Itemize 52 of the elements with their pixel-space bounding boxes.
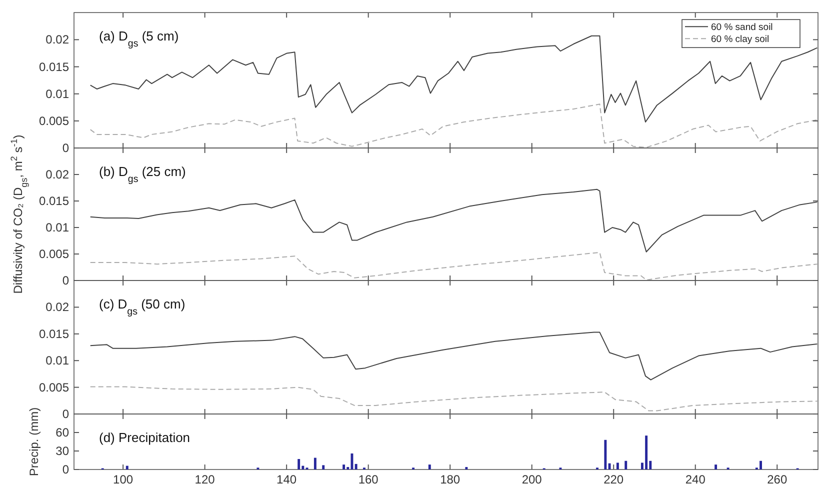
y-tick-label: 0.005 (38, 114, 70, 128)
bar (322, 465, 325, 470)
line-series (90, 104, 818, 148)
line-series (90, 386, 818, 412)
x-tick-label: 120 (194, 472, 216, 486)
y-tick-label: 0.005 (38, 380, 70, 394)
y-tick-label: 0.01 (46, 354, 70, 368)
legend-label: 60 % clay soil (711, 34, 770, 46)
y-tick-label: 0.01 (46, 86, 70, 101)
x-tick-label: 200 (522, 472, 542, 486)
x-tick-label: 100 (113, 472, 134, 486)
y-tick-label: 0 (62, 407, 70, 421)
line-series (90, 188, 818, 252)
bar (624, 460, 628, 470)
bar (604, 440, 607, 470)
x-tick-label: 240 (685, 472, 706, 486)
bar (616, 462, 619, 470)
bar (354, 464, 358, 470)
y-tick-label: 30 (56, 444, 70, 458)
y-tick-label: 60 (56, 426, 70, 440)
y-tick-label: 0 (62, 141, 70, 155)
line-series (90, 332, 818, 380)
y-tick-label: 0.015 (38, 326, 70, 341)
bar (342, 464, 346, 470)
text: (c) D$_{gs}$ (50 cm) (99, 296, 186, 317)
y-tick-label: 0.015 (38, 60, 70, 74)
bar (126, 466, 128, 470)
bar (314, 458, 316, 470)
x-tick-label: 140 (276, 472, 297, 486)
bar (760, 460, 762, 470)
y-tick-label: 0 (62, 462, 70, 476)
x-tick-label: 160 (358, 472, 379, 486)
x-tick-label: 260 (767, 472, 788, 486)
bar (428, 464, 431, 470)
bar (714, 464, 718, 470)
y-tick-label: 0.015 (38, 194, 70, 208)
text: (a) D$_{gs}$ (5 cm) (99, 28, 179, 50)
bar (645, 436, 648, 470)
text: (d) Precipitation (99, 430, 190, 445)
text: (b) D$_{gs}$ (25 cm) (99, 164, 186, 184)
y-tick-label: 0.01 (46, 220, 70, 234)
x-tick-label: 220 (604, 472, 624, 486)
x-tick-label: 180 (440, 472, 460, 486)
y-tick-label: 0.02 (46, 168, 70, 182)
y-tick-label: 0.02 (46, 300, 70, 314)
legend-label: 60 % sand soil (711, 22, 773, 34)
y-tick-label: 0.005 (38, 247, 70, 261)
line-series (90, 252, 818, 280)
y-axis-title: Precip. (mm) (27, 407, 41, 476)
y-tick-label: 0 (62, 274, 70, 288)
bar (298, 459, 300, 470)
y-tick-label: 0.02 (46, 32, 70, 47)
